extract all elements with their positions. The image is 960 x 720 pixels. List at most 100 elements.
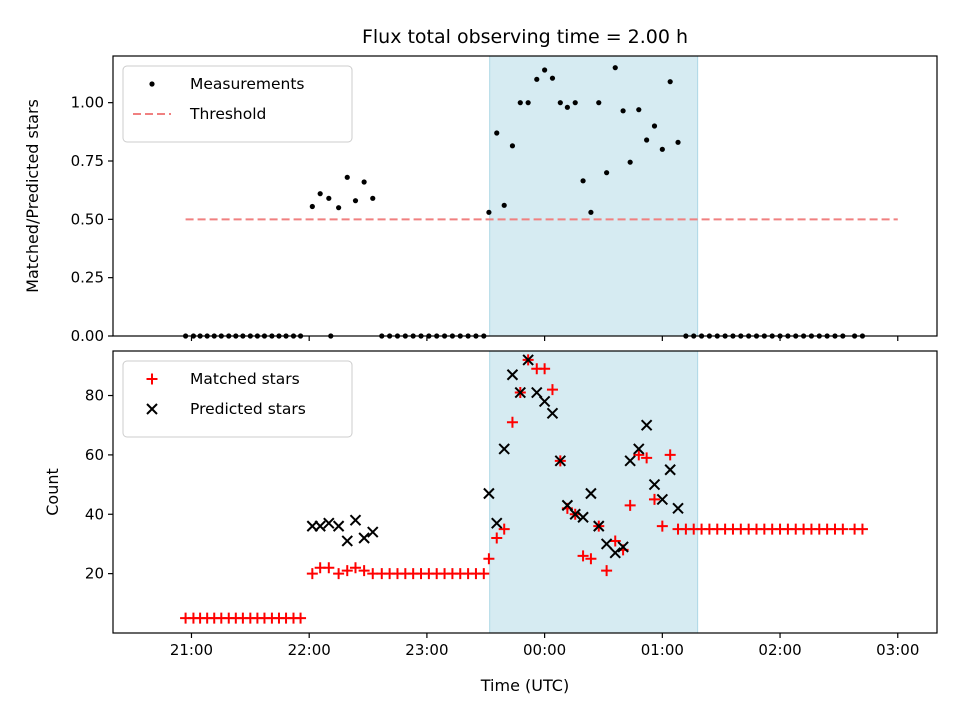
data-point	[326, 195, 332, 201]
data-point	[539, 363, 551, 375]
data-point	[837, 523, 849, 535]
bottom-panel: 21:00 22:00 23:00 00:00 01:00 02:00 03:00 20 40 6…	[43, 350, 938, 695]
data-point	[633, 449, 645, 461]
data-point	[600, 538, 613, 550]
x-tick-label: 23:00	[405, 641, 448, 659]
data-point	[609, 535, 621, 547]
data-point	[306, 568, 318, 580]
data-point	[569, 508, 581, 520]
data-point	[506, 369, 519, 381]
data-point	[349, 514, 362, 526]
data-point	[672, 502, 684, 515]
data-point	[664, 449, 676, 461]
y-tick-label: 0.50	[71, 210, 104, 228]
x-tick-label: 22:00	[288, 641, 331, 659]
data-point	[517, 100, 523, 106]
legend-label: Measurements	[190, 75, 305, 93]
data-point	[593, 520, 605, 532]
data-point	[323, 517, 335, 529]
data-point	[546, 384, 558, 396]
data-point	[585, 553, 597, 565]
data-point	[546, 407, 559, 420]
data-point	[577, 550, 589, 562]
axes-frame	[112, 350, 938, 634]
y-tick-label: 60	[85, 446, 104, 464]
data-point	[664, 464, 676, 476]
data-point	[604, 170, 610, 176]
data-point	[624, 455, 636, 467]
data-point	[557, 100, 563, 106]
data-point	[596, 100, 602, 106]
data-point	[675, 139, 681, 145]
bottom-legend: Matched stars Predicted stars	[122, 360, 353, 438]
top-panel: 0.00 0.25 0.50 0.75 1.00 Matched/Predicted s…	[23, 55, 938, 345]
data-point	[344, 174, 350, 180]
data-point	[358, 565, 370, 577]
data-point	[501, 202, 507, 208]
data-point	[538, 395, 551, 408]
data-point	[367, 526, 379, 538]
data-point	[514, 386, 526, 399]
shaded-region	[489, 55, 699, 337]
data-point	[491, 532, 503, 544]
x-axis-label: Time (UTC)	[480, 676, 569, 695]
x-tick-label: 21:00	[170, 641, 213, 659]
data-point	[644, 137, 650, 143]
data-point	[478, 568, 490, 580]
bottom-panel-markers	[180, 354, 868, 624]
data-point	[352, 198, 359, 204]
top-y-axis-label: Matched/Predicted stars	[23, 99, 42, 293]
legend-label: Matched stars	[190, 370, 300, 388]
x-tick-label: 01:00	[641, 641, 684, 659]
data-point	[483, 553, 495, 565]
x-tick-label: 00:00	[523, 641, 566, 659]
data-point	[651, 123, 658, 129]
data-point	[332, 520, 345, 532]
data-point	[617, 541, 629, 553]
data-point	[561, 499, 574, 512]
data-point	[323, 562, 335, 574]
top-panel-axes: 0.00 0.25 0.50 0.75 1.00	[71, 55, 938, 345]
x-tick-label: 03:00	[876, 641, 919, 659]
y-tick-label: 1.00	[71, 94, 104, 112]
data-point	[612, 65, 618, 71]
data-point	[640, 419, 653, 431]
y-tick-label: 0.25	[71, 269, 104, 287]
axes-frame	[112, 55, 938, 337]
top-legend: Measurements Threshold	[122, 65, 353, 143]
data-point	[498, 443, 510, 455]
data-point	[506, 416, 518, 428]
legend-box	[122, 65, 353, 143]
data-point	[525, 100, 531, 106]
bottom-y-axis-label: Count	[43, 468, 62, 516]
data-point	[498, 523, 510, 535]
data-point	[609, 547, 621, 559]
data-point	[486, 209, 492, 215]
data-point	[491, 517, 503, 529]
legend-label: Predicted stars	[190, 400, 306, 418]
data-point	[588, 209, 594, 215]
data-point	[577, 511, 589, 523]
data-point	[531, 386, 543, 399]
y-tick-label: 0.00	[71, 327, 104, 345]
data-point	[624, 499, 636, 511]
data-point	[601, 565, 613, 577]
data-point	[361, 179, 367, 185]
data-point	[627, 159, 633, 165]
data-point	[667, 79, 673, 85]
data-point	[522, 354, 534, 366]
data-point	[358, 532, 370, 544]
legend-label: Threshold	[189, 105, 266, 123]
y-tick-label: 40	[85, 505, 104, 523]
data-point	[554, 455, 567, 467]
data-point	[341, 565, 353, 577]
data-point	[309, 203, 315, 210]
data-point	[641, 452, 653, 464]
data-point	[580, 178, 586, 184]
legend-marker	[146, 373, 158, 385]
y-tick-label: 20	[85, 565, 104, 583]
data-point	[336, 205, 342, 211]
data-point	[534, 76, 540, 82]
data-point	[620, 108, 626, 114]
